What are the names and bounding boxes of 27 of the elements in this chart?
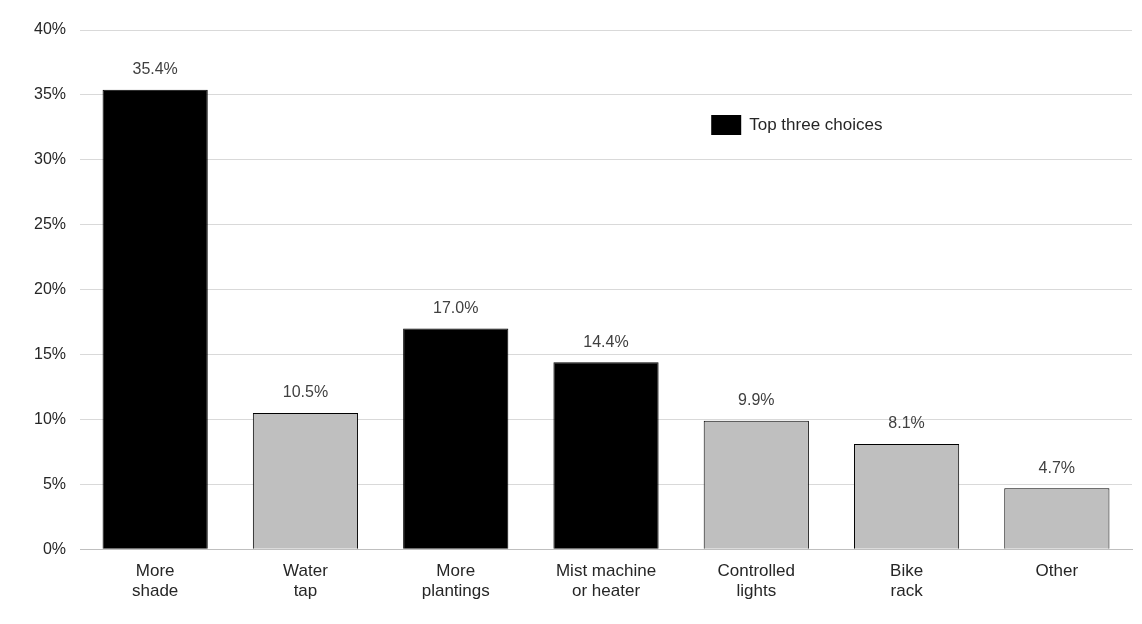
data-label: 9.9% — [738, 391, 775, 409]
y-tick-label: 0% — [42, 539, 67, 557]
y-tick-label: 5% — [42, 474, 67, 492]
x-tick-label: Other — [1035, 561, 1079, 581]
data-label: 14.4% — [583, 332, 629, 350]
x-tick-label: Mist machine or heater — [555, 561, 657, 601]
y-tick-label: 20% — [33, 280, 67, 298]
y-tick-label: 35% — [33, 85, 67, 103]
bar — [102, 89, 208, 549]
data-label: 4.7% — [1038, 458, 1076, 476]
legend-label: Top three choices — [749, 114, 883, 134]
data-label: 8.1% — [888, 414, 925, 432]
y-tick-label: 25% — [33, 215, 67, 233]
bar — [403, 328, 509, 549]
data-label: 10.5% — [282, 383, 329, 401]
x-tick-label: Water tap — [283, 561, 329, 601]
y-tick-label: 15% — [33, 344, 67, 362]
x-tick-label: More shade — [132, 561, 179, 601]
y-tick-label: 40% — [33, 20, 67, 38]
data-label: 35.4% — [132, 60, 178, 78]
x-tick-label: Bike rack — [890, 561, 924, 601]
y-tick-label: 10% — [33, 409, 67, 427]
bar — [553, 362, 659, 549]
y-tick-label: 30% — [33, 150, 67, 168]
x-tick-label: Controlled lights — [717, 561, 796, 601]
x-tick-label: More plantings — [421, 561, 490, 601]
data-label: 17.0% — [433, 298, 479, 316]
